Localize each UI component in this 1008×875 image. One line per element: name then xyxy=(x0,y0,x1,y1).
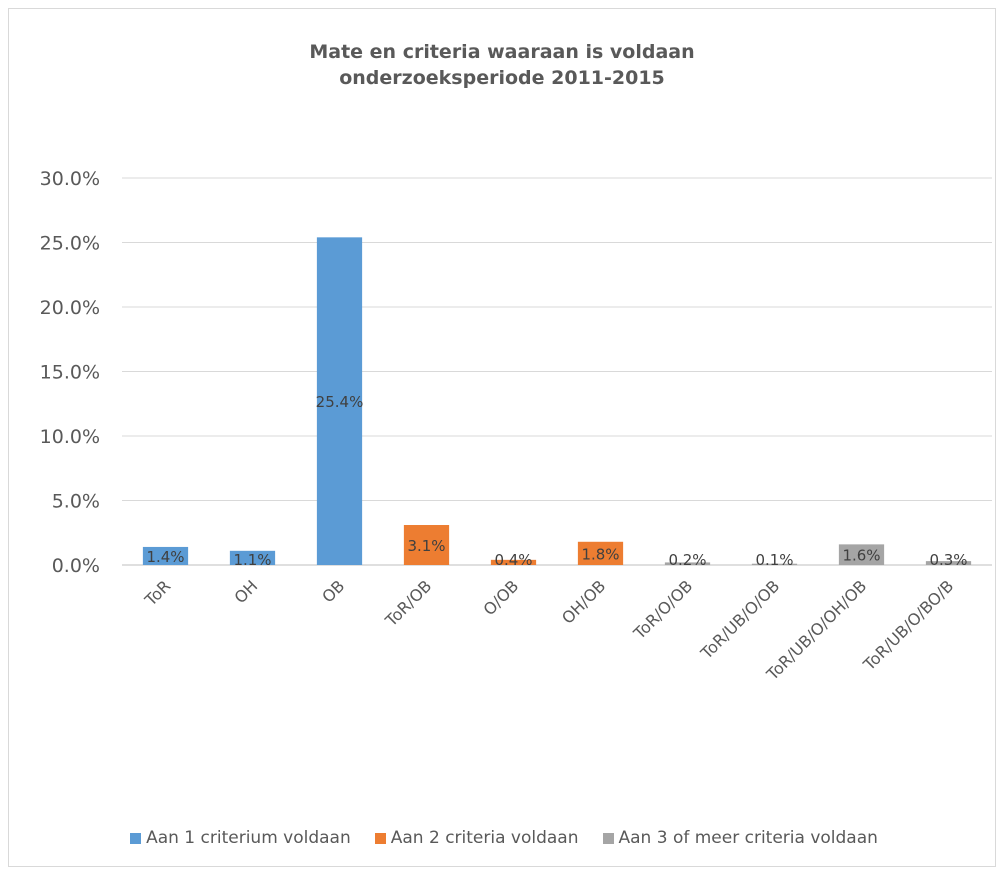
data-label-1: 1.4% xyxy=(146,548,184,566)
data-label-8: 0.1% xyxy=(755,551,793,569)
category-label-6: OH/OB xyxy=(558,576,609,627)
data-label-6: 1.8% xyxy=(581,545,619,563)
data-label-4: 3.1% xyxy=(407,537,445,555)
legend-item-series-3: Aan 3 of meer criteria voldaan xyxy=(602,828,878,848)
category-label-1: ToR xyxy=(140,576,174,610)
legend: Aan 1 criterium voldaan Aan 2 criteria v… xyxy=(0,828,1008,848)
bar-6 xyxy=(577,541,624,565)
bars xyxy=(142,237,972,565)
y-tick-label: 25.0% xyxy=(40,233,100,255)
x-axis-category-labels: ToR OH OB ToR/OB O/OB OH/OB ToR/O/OB ToR/UB/O/O… xyxy=(140,576,957,684)
legend-item-series-2: Aan 2 criteria voldaan xyxy=(374,828,579,848)
data-label-3: 25.4% xyxy=(316,393,364,411)
bar-1 xyxy=(142,546,189,565)
bar-4 xyxy=(403,525,450,565)
data-label-9: 1.6% xyxy=(842,547,880,565)
chart-title-line-1: Mate en criteria waaraan is voldaan xyxy=(309,41,695,63)
legend-swatch-series-1 xyxy=(130,832,142,844)
data-label-10: 0.3% xyxy=(929,551,967,569)
bar-2 xyxy=(229,550,276,565)
legend-swatch-series-2 xyxy=(374,832,386,844)
chart-title: Mate en criteria waaraan is voldaan onde… xyxy=(9,39,995,91)
gridlines xyxy=(122,177,992,566)
bar-10 xyxy=(925,561,972,565)
chart-frame: Mate en criteria waaraan is voldaan onde… xyxy=(8,8,996,867)
category-label-2: OH xyxy=(230,576,261,607)
legend-swatch-series-3 xyxy=(602,832,614,844)
legend-label-series-2: Aan 2 criteria voldaan xyxy=(390,828,579,848)
y-tick-label: 0.0% xyxy=(52,555,100,577)
chart-title-line-2: onderzoeksperiode 2011-2015 xyxy=(339,67,665,89)
category-label-3: OB xyxy=(318,576,348,606)
bar-3 xyxy=(316,237,363,565)
data-label-7: 0.2% xyxy=(668,551,706,569)
y-axis-tick-labels: 0.0% 5.0% 10.0% 15.0% 20.0% 25.0% 30.0% xyxy=(40,168,100,577)
legend-label-series-1: Aan 1 criterium voldaan xyxy=(146,828,351,848)
category-label-7: ToR/O/OB xyxy=(629,576,696,643)
legend-item-series-1: Aan 1 criterium voldaan xyxy=(130,828,351,848)
bar-9 xyxy=(838,544,885,565)
category-label-8: ToR/UB/O/OB xyxy=(696,576,783,663)
y-tick-label: 20.0% xyxy=(40,297,100,319)
legend-label-series-3: Aan 3 of meer criteria voldaan xyxy=(618,828,878,848)
bar-7 xyxy=(664,562,711,565)
category-label-10: ToR/UB/O/BO/B xyxy=(859,576,957,674)
bar-5 xyxy=(490,559,537,565)
y-tick-label: 10.0% xyxy=(40,426,100,448)
data-labels: 1.4% 1.1% 25.4% 3.1% 0.4% 1.8% 0.2% 0.1% 1.6% 0.3… xyxy=(146,393,967,569)
data-label-2: 1.1% xyxy=(233,551,271,569)
data-label-5: 0.4% xyxy=(494,551,532,569)
y-tick-label: 30.0% xyxy=(40,168,100,190)
y-tick-label: 5.0% xyxy=(52,491,100,513)
bar-8 xyxy=(751,563,798,565)
category-label-5: O/OB xyxy=(480,576,523,619)
y-tick-label: 15.0% xyxy=(40,362,100,384)
category-label-4: ToR/OB xyxy=(381,576,435,630)
